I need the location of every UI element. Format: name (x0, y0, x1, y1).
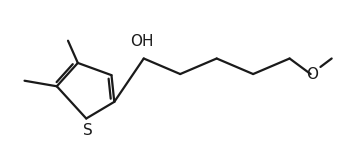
Text: S: S (83, 123, 93, 138)
Text: O: O (306, 67, 318, 82)
Text: OH: OH (131, 34, 154, 49)
